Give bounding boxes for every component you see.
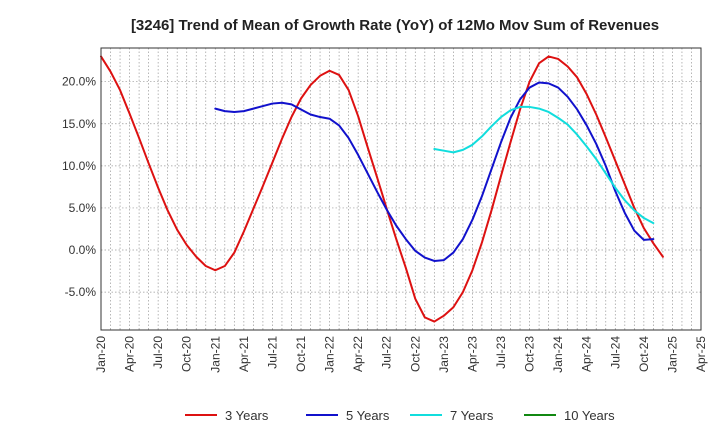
x-tick-label: Apr-21	[237, 336, 251, 372]
x-tick-label: Jan-24	[551, 336, 565, 373]
legend: 3 Years 5 Years 7 Years 10 Years	[185, 408, 615, 423]
y-tick-label: 0.0%	[69, 243, 97, 257]
y-tick-label: -5.0%	[65, 285, 97, 299]
x-tick-label: Oct-22	[408, 336, 422, 372]
legend-label-5-years: 5 Years	[346, 408, 390, 423]
x-tick-label: Jul-22	[380, 336, 394, 369]
x-tick-label: Oct-20	[180, 336, 194, 372]
y-axis-tick-labels: -5.0% 0.0% 5.0% 10.0% 15.0% 20.0%	[62, 75, 96, 299]
series-line-5-years	[214, 81, 655, 262]
series-line-3-years	[100, 55, 664, 323]
x-tick-label: Oct-21	[294, 336, 308, 372]
x-tick-label: Jan-21	[208, 336, 222, 373]
x-tick-label: Apr-25	[694, 336, 708, 372]
x-tick-label: Jul-21	[265, 336, 279, 369]
x-tick-label: Jul-23	[494, 336, 508, 369]
x-tick-label: Oct-23	[523, 336, 537, 372]
x-tick-label: Jan-20	[94, 336, 108, 373]
plot-area-border	[100, 47, 702, 331]
series-lines	[100, 55, 664, 323]
legend-label-10-years: 10 Years	[564, 408, 615, 423]
x-tick-label: Jan-22	[323, 336, 337, 373]
x-tick-label: Oct-24	[637, 336, 651, 372]
y-tick-label: 5.0%	[69, 201, 97, 215]
x-tick-label: Apr-23	[465, 336, 479, 372]
y-tick-label: 20.0%	[62, 75, 96, 89]
chart-title: [3246] Trend of Mean of Growth Rate (YoY…	[131, 17, 659, 34]
x-tick-label: Jan-23	[437, 336, 451, 373]
x-tick-label: Apr-20	[123, 336, 137, 372]
x-tick-label: Jan-25	[665, 336, 679, 373]
x-tick-label: Apr-22	[351, 336, 365, 372]
grid-lines	[101, 48, 701, 330]
x-tick-label: Apr-24	[580, 336, 594, 372]
legend-label-3-years: 3 Years	[225, 408, 269, 423]
series-line-7-years	[433, 105, 655, 225]
x-axis-tick-labels: Jan-20 Apr-20 Jul-20 Oct-20 Jan-21 Apr-21 Jul-…	[94, 336, 708, 373]
legend-label-7-years: 7 Years	[450, 408, 494, 423]
y-tick-label: 15.0%	[62, 117, 96, 131]
y-tick-label: 10.0%	[62, 159, 96, 173]
x-tick-label: Jul-24	[608, 336, 622, 369]
x-tick-label: Jul-20	[151, 336, 165, 369]
